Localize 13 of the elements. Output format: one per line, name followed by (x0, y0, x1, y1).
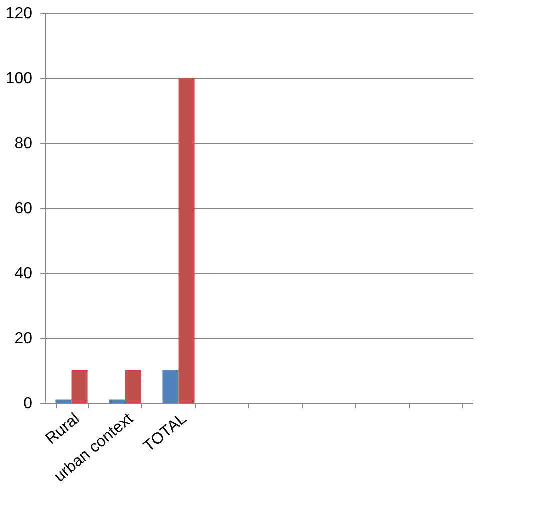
y-tick-label: 20 (14, 330, 33, 348)
y-tick-label: 80 (14, 136, 33, 152)
y-tick-label: 120 (6, 6, 33, 22)
bar (56, 400, 72, 403)
y-tick-label: 40 (14, 266, 33, 282)
bar (162, 370, 179, 403)
bar (72, 370, 88, 403)
y-tick-label: 100 (6, 70, 33, 88)
y-tick-label: 0 (24, 396, 33, 412)
bar (109, 400, 126, 403)
y-tick-label: 60 (14, 200, 33, 218)
bar (178, 78, 195, 403)
bar (125, 370, 142, 403)
